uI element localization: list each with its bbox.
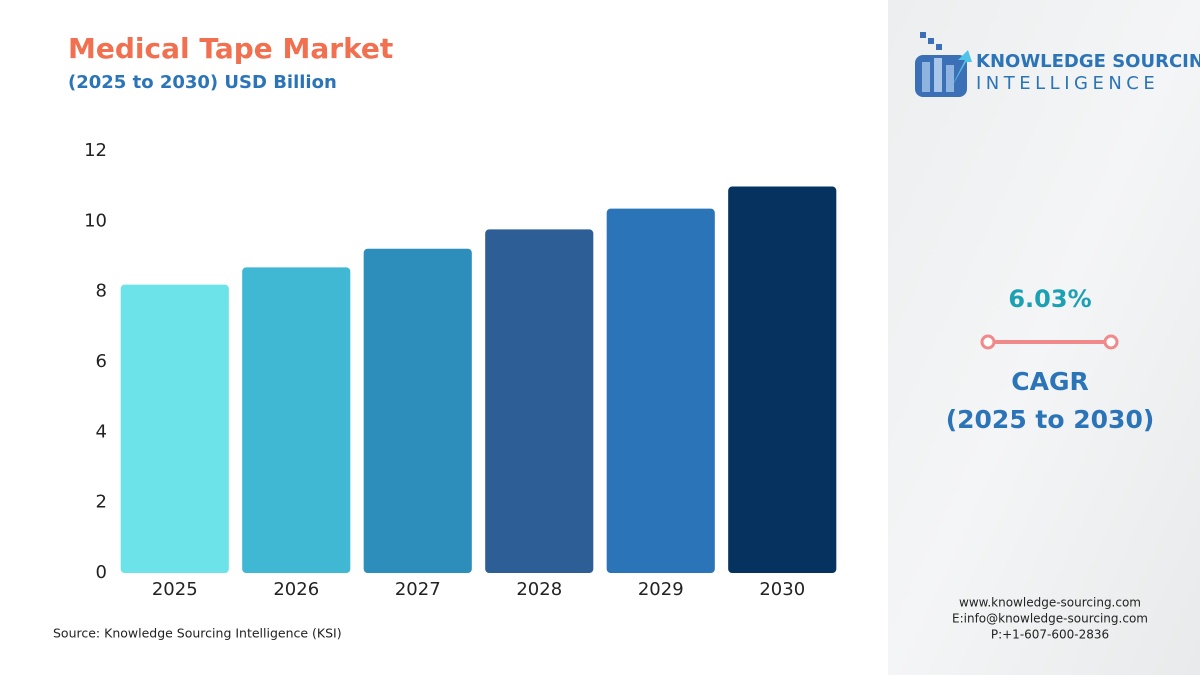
contact-email: E:info@knowledge-sourcing.com [952,612,1148,626]
y-tick-label: 10 [84,210,107,231]
bar [363,248,472,573]
brand-line1: KNOWLEDGE SOURCING [976,51,1200,72]
chart-subtitle: (2025 to 2030) USD Billion [68,72,337,93]
y-tick-label: 12 [84,140,107,161]
chart-title: Medical Tape Market [68,32,393,65]
x-tick-label: 2026 [273,579,319,600]
y-tick-label: 0 [96,562,107,583]
brand-line2: INTELLIGENCE [976,73,1159,94]
cagr-period: (2025 to 2030) [946,405,1155,434]
bar [120,284,229,573]
cagr-rate: 6.03% [1008,285,1091,313]
x-tick-label: 2025 [152,579,198,600]
y-tick-label: 6 [96,351,107,372]
x-tick-label: 2028 [516,579,562,600]
x-tick-label: 2027 [395,579,441,600]
x-tick-label: 2029 [638,579,684,600]
bar [485,229,594,573]
bar [728,186,837,574]
x-tick-label: 2030 [759,579,805,600]
side-panel [888,0,1200,675]
contact-web: www.knowledge-sourcing.com [959,596,1141,610]
y-tick-label: 8 [96,281,107,302]
y-tick-label: 2 [96,492,107,513]
y-tick-label: 4 [96,421,107,442]
contact-phone: P:+1-607-600-2836 [991,628,1109,642]
logo-icon [915,32,972,97]
source: Source: Knowledge Sourcing Intelligence … [53,626,342,641]
cagr-label: CAGR [1011,367,1088,396]
cagr-divider [980,334,1119,350]
bar [242,267,351,573]
bar [606,208,715,573]
